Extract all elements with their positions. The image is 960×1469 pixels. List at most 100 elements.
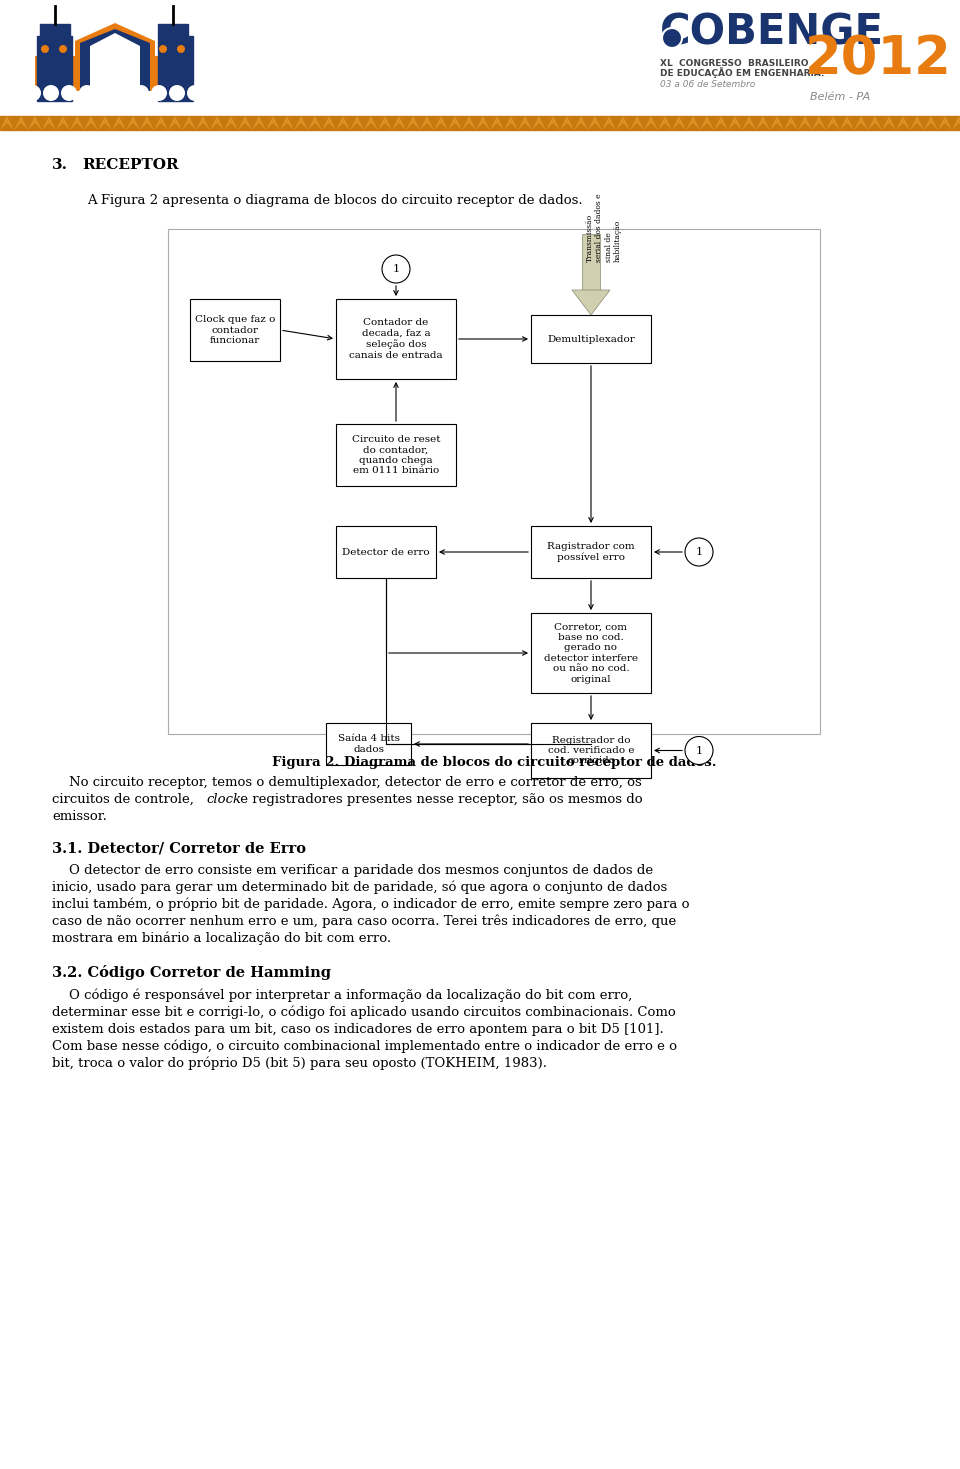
Text: 1: 1 xyxy=(695,745,703,755)
Polygon shape xyxy=(28,116,42,129)
Text: 1: 1 xyxy=(695,546,703,557)
Polygon shape xyxy=(672,116,686,129)
Polygon shape xyxy=(308,116,322,129)
Polygon shape xyxy=(784,116,798,129)
Text: determinar esse bit e corrigi-lo, o código foi aplicado usando circuitos combina: determinar esse bit e corrigi-lo, o códi… xyxy=(52,1005,676,1019)
Text: COBENGE: COBENGE xyxy=(660,10,884,53)
Text: 03 a 06 de Setembro: 03 a 06 de Setembro xyxy=(660,79,756,90)
Polygon shape xyxy=(938,116,952,129)
Polygon shape xyxy=(252,116,266,129)
Text: mostrara em binário a localização do bit com erro.: mostrara em binário a localização do bit… xyxy=(52,931,391,945)
Polygon shape xyxy=(210,116,224,129)
Polygon shape xyxy=(572,289,610,314)
Polygon shape xyxy=(420,116,434,129)
Circle shape xyxy=(177,46,185,53)
Polygon shape xyxy=(700,116,714,129)
Polygon shape xyxy=(728,116,742,129)
Polygon shape xyxy=(448,116,462,129)
Polygon shape xyxy=(266,116,280,129)
Text: Demultiplexador: Demultiplexador xyxy=(547,335,635,344)
Circle shape xyxy=(685,538,713,566)
Bar xyxy=(158,24,188,37)
Polygon shape xyxy=(154,116,168,129)
Circle shape xyxy=(43,85,59,101)
Text: O detector de erro consiste em verificar a paridade dos mesmos conjuntos de dado: O detector de erro consiste em verificar… xyxy=(52,864,653,877)
Polygon shape xyxy=(924,116,938,129)
Text: RECEPTOR: RECEPTOR xyxy=(82,159,179,172)
Polygon shape xyxy=(518,116,532,129)
Bar xyxy=(168,229,820,734)
Polygon shape xyxy=(90,32,140,91)
Text: Registrador do
cod. verificado e
corrigido: Registrador do cod. verificado e corrigi… xyxy=(548,736,635,765)
Text: inclui também, o próprio bit de paridade. Agora, o indicador de erro, emite semp: inclui também, o próprio bit de paridade… xyxy=(52,898,689,911)
Polygon shape xyxy=(434,116,448,129)
Text: e registradores presentes nesse receptor, são os mesmos do: e registradores presentes nesse receptor… xyxy=(236,793,642,806)
Text: XL  CONGRESSO  BRASILEIRO: XL CONGRESSO BRASILEIRO xyxy=(660,59,808,68)
Circle shape xyxy=(151,85,167,101)
Text: Clock que faz o
contador
funcionar: Clock que faz o contador funcionar xyxy=(195,314,276,345)
Polygon shape xyxy=(406,116,420,129)
Polygon shape xyxy=(238,116,252,129)
Bar xyxy=(40,24,70,37)
Polygon shape xyxy=(868,116,882,129)
Polygon shape xyxy=(168,116,182,129)
Bar xyxy=(326,723,411,765)
Text: DE EDUCAÇÃO EM ENGENHARIA.: DE EDUCAÇÃO EM ENGENHARIA. xyxy=(660,68,825,78)
Polygon shape xyxy=(588,116,602,129)
Bar xyxy=(531,613,651,693)
Text: Contador de
decada, faz a
seleção dos
canais de entrada: Contador de decada, faz a seleção dos ca… xyxy=(349,319,443,360)
Polygon shape xyxy=(14,116,28,129)
Polygon shape xyxy=(812,116,826,129)
Polygon shape xyxy=(644,116,658,129)
Polygon shape xyxy=(896,116,910,129)
Circle shape xyxy=(169,85,185,101)
Text: O código é responsável por interpretar a informação da localização do bit com er: O código é responsável por interpretar a… xyxy=(52,989,633,1002)
Circle shape xyxy=(59,46,67,53)
Polygon shape xyxy=(336,116,350,129)
Polygon shape xyxy=(364,116,378,129)
Polygon shape xyxy=(714,116,728,129)
Polygon shape xyxy=(882,116,896,129)
Circle shape xyxy=(187,85,203,101)
Circle shape xyxy=(382,256,410,284)
Text: existem dois estados para um bit, caso os indicadores de erro apontem para o bit: existem dois estados para um bit, caso o… xyxy=(52,1022,663,1036)
Bar xyxy=(531,723,651,779)
Text: A Figura 2 apresenta o diagrama de blocos do circuito receptor de dados.: A Figura 2 apresenta o diagrama de bloco… xyxy=(87,194,583,207)
Polygon shape xyxy=(770,116,784,129)
Polygon shape xyxy=(56,116,70,129)
Polygon shape xyxy=(35,24,190,91)
Polygon shape xyxy=(42,116,56,129)
Polygon shape xyxy=(70,116,84,129)
Bar xyxy=(0,116,960,129)
Polygon shape xyxy=(322,116,336,129)
Polygon shape xyxy=(112,116,126,129)
Polygon shape xyxy=(224,116,238,129)
Text: Belém - PA: Belém - PA xyxy=(810,93,871,101)
Text: Saída 4 bits
dados: Saída 4 bits dados xyxy=(338,734,399,754)
Text: circuitos de controle,: circuitos de controle, xyxy=(52,793,198,806)
Text: Com base nesse código, o circuito combinacional implementado entre o indicador d: Com base nesse código, o circuito combin… xyxy=(52,1040,677,1053)
Circle shape xyxy=(79,85,95,101)
Bar xyxy=(336,526,436,577)
Polygon shape xyxy=(840,116,854,129)
Polygon shape xyxy=(378,116,392,129)
Polygon shape xyxy=(616,116,630,129)
Polygon shape xyxy=(574,116,588,129)
Polygon shape xyxy=(490,116,504,129)
Polygon shape xyxy=(98,116,112,129)
Polygon shape xyxy=(952,116,960,129)
Polygon shape xyxy=(196,116,210,129)
Text: clock: clock xyxy=(206,793,241,806)
Text: inicio, usado para gerar um determinado bit de paridade, só que agora o conjunto: inicio, usado para gerar um determinado … xyxy=(52,880,667,895)
Polygon shape xyxy=(476,116,490,129)
Polygon shape xyxy=(350,116,364,129)
Polygon shape xyxy=(560,116,574,129)
Text: 3.: 3. xyxy=(52,159,68,172)
Polygon shape xyxy=(910,116,924,129)
Text: bit, troca o valor do próprio D5 (bit 5) para seu oposto (TOKHEIM, 1983).: bit, troca o valor do próprio D5 (bit 5)… xyxy=(52,1056,547,1069)
Bar xyxy=(190,300,280,361)
Polygon shape xyxy=(602,116,616,129)
Text: Circuito de reset
do contador,
quando chega
em 0111 binário: Circuito de reset do contador, quando ch… xyxy=(351,435,441,474)
Polygon shape xyxy=(854,116,868,129)
Polygon shape xyxy=(80,29,150,91)
